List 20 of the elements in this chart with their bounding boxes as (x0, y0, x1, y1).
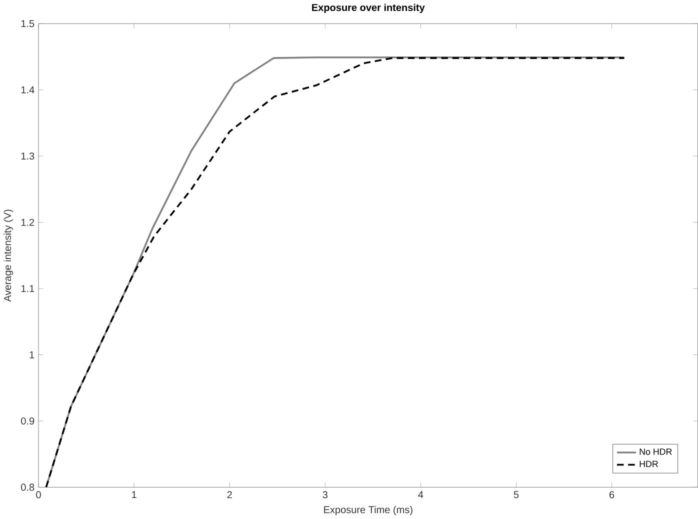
x-tick-label: 0 (36, 491, 41, 498)
x-tick-label: 2 (227, 491, 232, 498)
x-tick-label: 5 (514, 491, 519, 498)
legend-label: HDR (640, 460, 658, 468)
y-tick-label: 1.1 (21, 285, 34, 292)
x-tick-label: 1 (132, 491, 136, 498)
y-axis-title: Average intensity (V) (4, 210, 14, 302)
legend-label: No HDR (640, 448, 672, 455)
x-tick-label: 3 (322, 491, 328, 498)
y-tick-label: 1.3 (21, 152, 34, 160)
x-tick-label: 4 (418, 491, 424, 498)
y-tick-label: 1.5 (21, 20, 34, 28)
x-tick-label: 6 (610, 491, 614, 498)
y-tick-label: 0.9 (21, 418, 34, 425)
y-tick-label: 1.2 (21, 218, 34, 226)
x-axis-title: Exposure Time (ms) (324, 506, 412, 516)
y-tick-label: 1 (30, 351, 34, 358)
chart-title: Exposure over intensity (312, 4, 425, 14)
y-tick-label: 1.4 (21, 86, 34, 94)
y-tick-label: 0.8 (21, 484, 34, 491)
